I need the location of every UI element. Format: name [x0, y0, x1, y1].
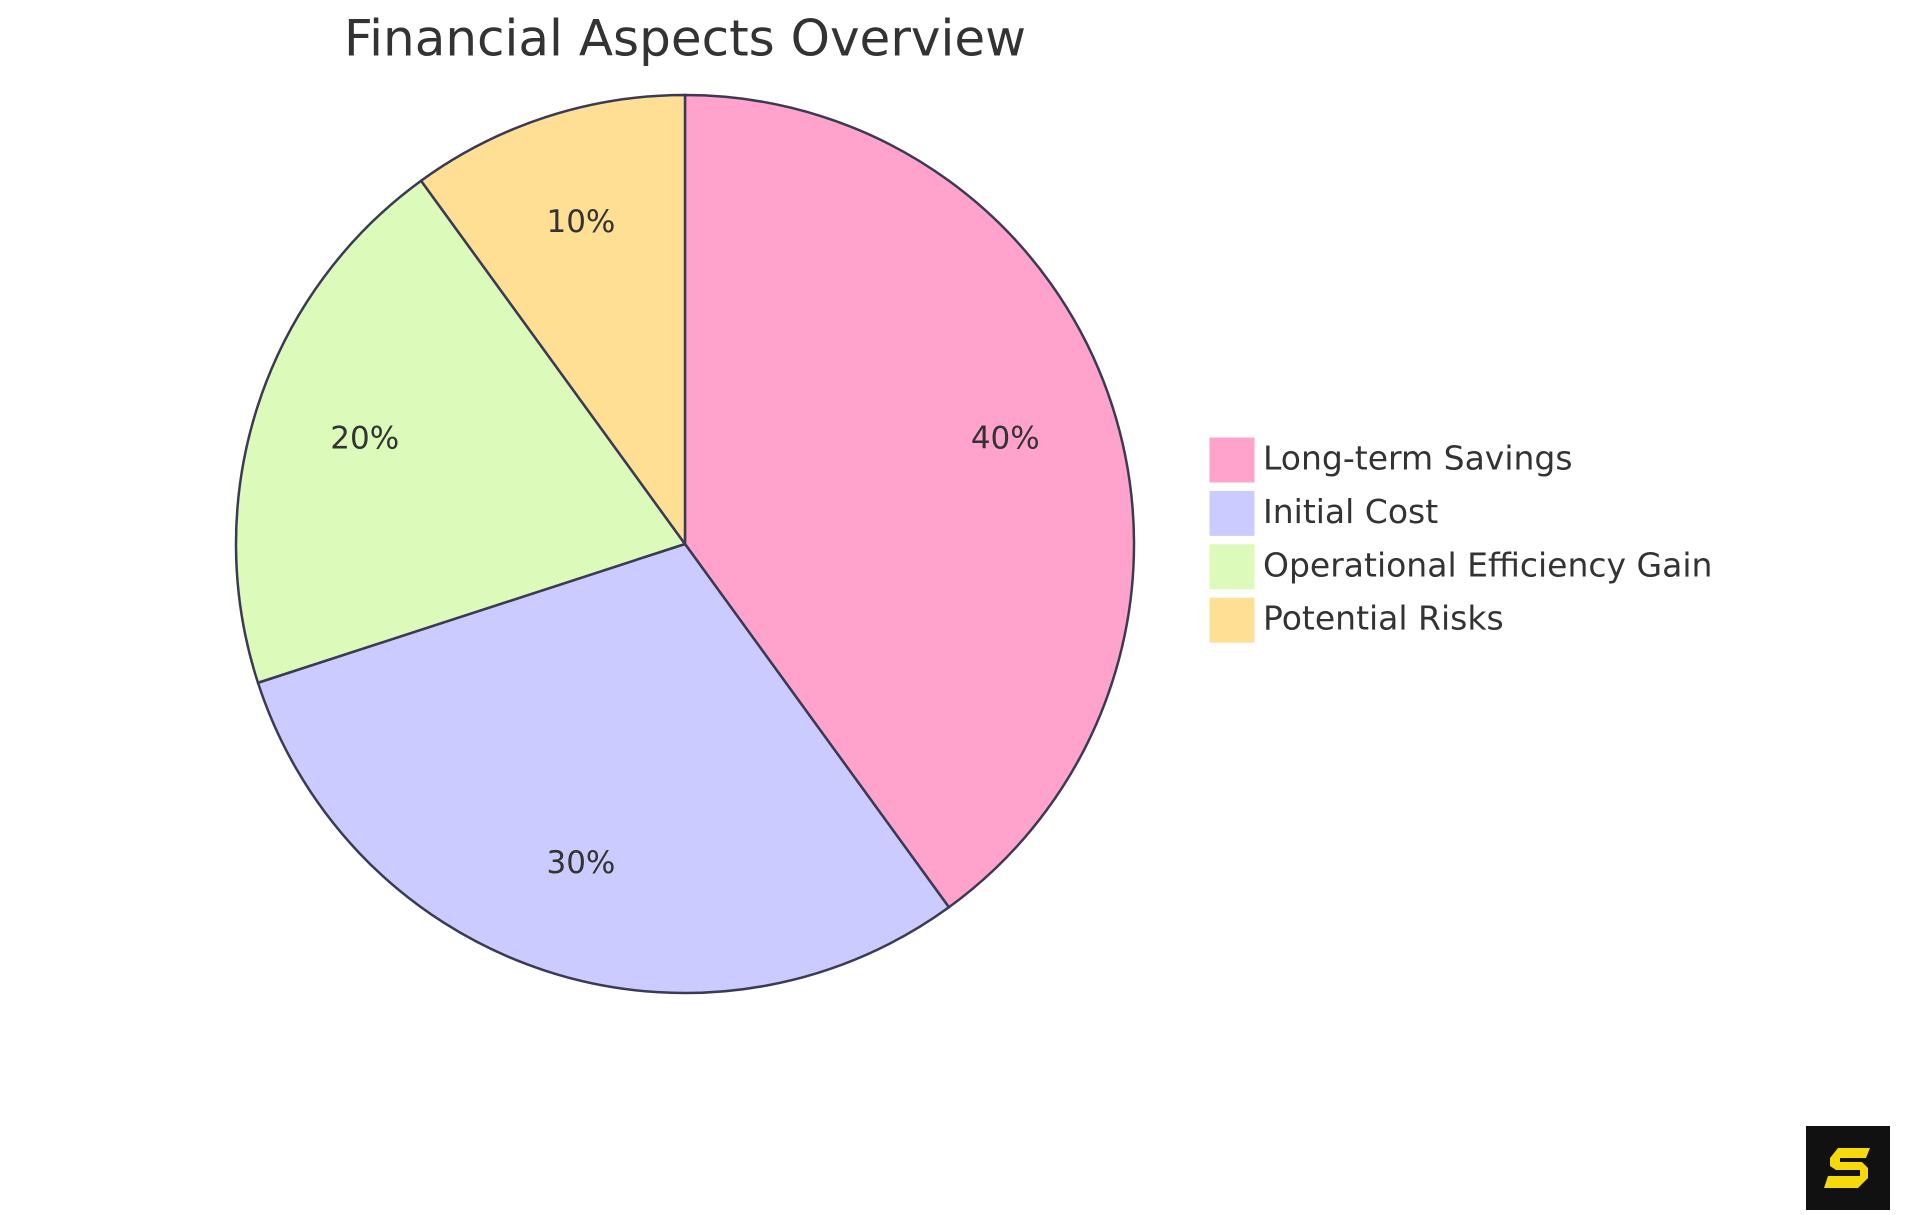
pie-slice — [683, 93, 1136, 909]
logo-mark — [1824, 1148, 1870, 1188]
data-label: 20% — [330, 420, 399, 456]
legend-swatch — [1208, 543, 1256, 591]
data-label: 10% — [546, 204, 615, 240]
pie-slice — [234, 179, 688, 685]
legend-swatch — [1208, 489, 1256, 537]
legend-label: Initial Cost — [1263, 492, 1438, 531]
legend-swatch — [1208, 596, 1256, 644]
data-label: 30% — [546, 845, 615, 881]
pie-slice — [256, 542, 951, 995]
chart-title: Financial Aspects Overview — [344, 10, 1026, 68]
legend-label: Long-term Savings — [1263, 439, 1573, 478]
data-label: 40% — [971, 420, 1040, 456]
legend-label: Potential Risks — [1263, 599, 1504, 638]
legend-swatch — [1208, 436, 1256, 484]
legend-label: Operational Efficiency Gain — [1263, 545, 1712, 584]
logo — [1806, 1126, 1890, 1210]
pie-slice — [419, 93, 687, 548]
